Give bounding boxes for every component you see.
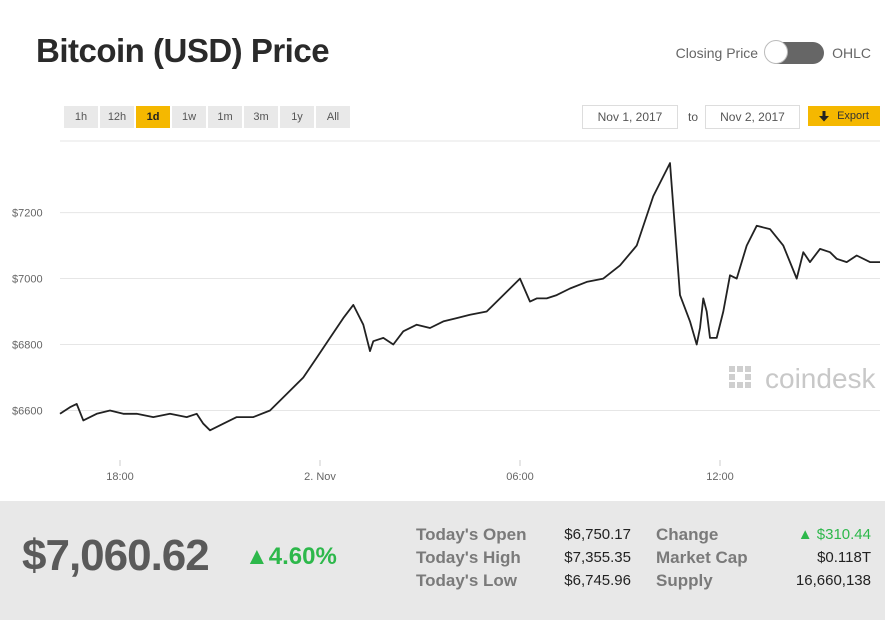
range-1d[interactable]: 1d [136,106,170,128]
y-tick-label: $7200 [12,208,43,220]
up-arrow-icon: ▲ [245,543,269,570]
coindesk-watermark: coindesk [729,363,877,394]
change-value: ▲ $310.44 [760,526,871,543]
range-1w[interactable]: 1w [172,106,206,128]
y-tick-label: $6800 [12,340,43,352]
change-up-icon: ▲ [798,526,817,543]
supply-value: 16,660,138 [760,572,871,589]
range-12h[interactable]: 12h [100,106,134,128]
download-arrow-icon [819,111,829,122]
toggle-knob[interactable] [764,40,788,64]
change-label: Change [656,525,718,545]
supply-label: Supply [656,571,713,591]
range-selector: 1h 12h 1d 1w 1m 3m 1y All [64,106,350,128]
today-low-value: $6,745.96 [540,572,631,589]
range-3m[interactable]: 3m [244,106,278,128]
series-closing-price [60,163,880,430]
date-to-input[interactable]: Nov 2, 2017 [705,105,800,129]
range-1h[interactable]: 1h [64,106,98,128]
stats-panel: $7,060.62 ▲4.60% Today's Open $6,750.17 … [0,501,885,620]
watermark-text: coindesk [765,363,877,394]
x-tick-label: 2. Nov [304,471,336,483]
x-tick-label: 06:00 [506,471,534,483]
today-high-value: $7,355.35 [540,549,631,566]
range-1y[interactable]: 1y [280,106,314,128]
price-mode-toggle-group: Closing Price OHLC [676,42,871,64]
range-1m[interactable]: 1m [208,106,242,128]
toggle-left-label: Closing Price [676,45,758,61]
market-cap-value: $0.118T [760,549,871,566]
y-tick-label: $7000 [12,274,43,286]
price-change-percent: ▲4.60% [245,543,337,571]
chart-grid [60,141,880,411]
current-price: $7,060.62 [22,531,209,581]
price-chart[interactable]: $6600 $6800 $7000 $7200 18:00 2. Nov 06:00 12:… [0,140,885,495]
today-open-value: $6,750.17 [540,526,631,543]
coindesk-logo-icon [729,366,751,388]
y-tick-label: $6600 [12,406,43,418]
today-open-label: Today's Open [416,525,526,545]
date-from-input[interactable]: Nov 1, 2017 [582,105,678,129]
export-label: Export [837,110,869,122]
export-button[interactable]: Export [808,106,880,126]
today-low-label: Today's Low [416,571,517,591]
x-tick-label: 12:00 [706,471,734,483]
range-all[interactable]: All [316,106,350,128]
price-mode-toggle[interactable] [766,42,824,64]
x-tick-label: 18:00 [106,471,134,483]
page-title: Bitcoin (USD) Price [36,32,329,70]
today-high-label: Today's High [416,548,521,568]
x-axis-labels: 18:00 2. Nov 06:00 12:00 [106,460,734,483]
market-cap-label: Market Cap [656,548,748,568]
date-to-label: to [688,110,698,124]
y-axis-labels: $6600 $6800 $7000 $7200 [12,208,43,418]
toggle-right-label: OHLC [832,45,871,61]
